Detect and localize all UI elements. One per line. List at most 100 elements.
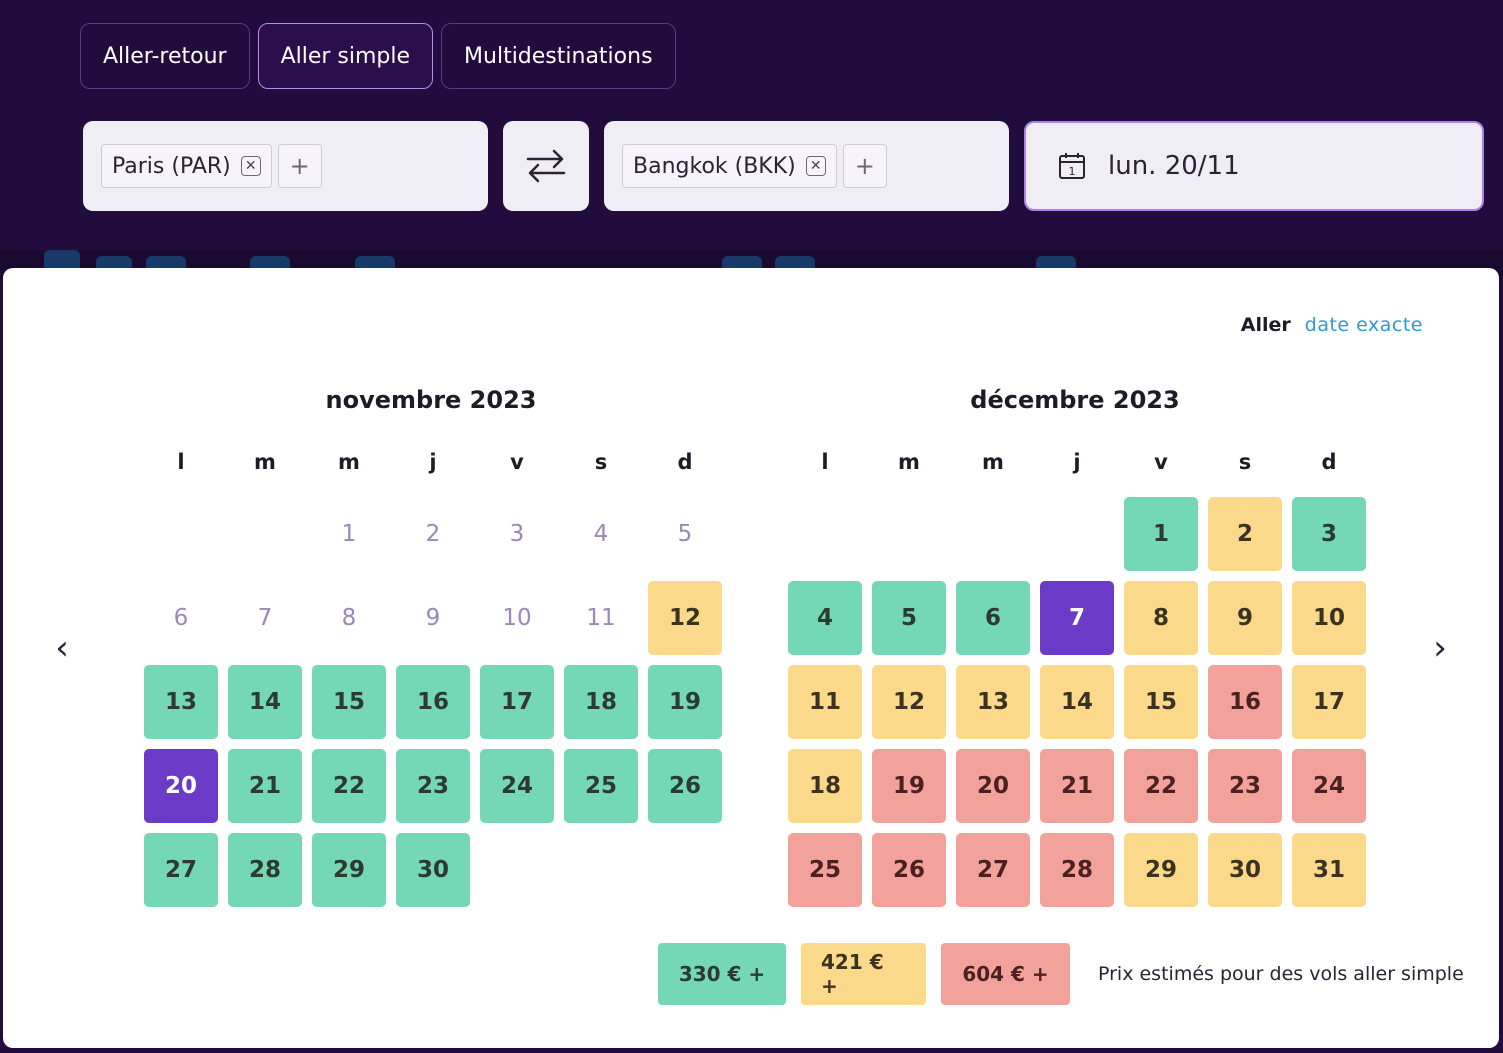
date-mode-row: Aller date exacte [1241, 314, 1423, 336]
day-cell[interactable]: 19 [872, 749, 946, 823]
day-cell[interactable]: 22 [312, 749, 386, 823]
day-cell[interactable]: 22 [1124, 749, 1198, 823]
legend-high-price: 604 € + [941, 943, 1070, 1005]
day-cell[interactable]: 29 [312, 833, 386, 907]
day-cell: 1 [341, 521, 357, 547]
month-title: décembre 2023 [970, 386, 1180, 414]
weekday-label: s [1238, 450, 1252, 474]
day-cell[interactable]: 8 [1124, 581, 1198, 655]
calendar-panel: Aller date exacte ‹ › novembre 2023 l m m j… [3, 268, 1499, 1048]
day-cell[interactable]: 27 [144, 833, 218, 907]
day-cell[interactable]: 31 [1292, 833, 1366, 907]
legend-note: Prix estimés pour des vols aller simple [1098, 963, 1464, 985]
day-cell[interactable]: 15 [312, 665, 386, 739]
day-cell: 7 [257, 605, 273, 631]
day-cell[interactable]: 16 [1208, 665, 1282, 739]
day-cell[interactable]: 14 [1040, 665, 1114, 739]
selected-day-cell[interactable]: 7 [1040, 581, 1114, 655]
empty-cell [228, 497, 302, 571]
day-cell[interactable]: 28 [1040, 833, 1114, 907]
day-cell[interactable]: 15 [1124, 665, 1198, 739]
chevron-right-icon[interactable]: › [1433, 628, 1447, 668]
empty-cell [788, 497, 862, 571]
origin-chip: Paris (PAR) ✕ [101, 144, 272, 188]
day-cell[interactable]: 18 [564, 665, 638, 739]
day-cell: 5 [677, 521, 693, 547]
day-cell[interactable]: 2 [1208, 497, 1282, 571]
tab-aller-simple[interactable]: Aller simple [257, 23, 434, 89]
day-cell[interactable]: 24 [1292, 749, 1366, 823]
weekday-label: s [594, 450, 608, 474]
day-cell[interactable]: 16 [396, 665, 470, 739]
day-cell[interactable]: 28 [228, 833, 302, 907]
legend-low-price: 330 € + [658, 943, 786, 1005]
legend-mid-price: 421 € + [801, 943, 926, 1005]
calendar-icon: 1 [1059, 153, 1085, 179]
day-cell[interactable]: 17 [1292, 665, 1366, 739]
weekday-label: v [510, 450, 524, 474]
calendar-icon-day: 1 [1069, 165, 1076, 178]
swap-button[interactable] [503, 121, 589, 211]
day-cell[interactable]: 25 [788, 833, 862, 907]
day-grid: 1 2 3 4 5 6 7 8 9 10 11 12 13 14 15 16 17 18 19 20 21 22 23 24 2… [139, 492, 723, 912]
day-cell[interactable]: 30 [396, 833, 470, 907]
origin-field[interactable]: Paris (PAR) ✕ + [83, 121, 488, 211]
empty-cell [872, 497, 946, 571]
weekday-label: l [177, 450, 185, 474]
day-cell[interactable]: 1 [1124, 497, 1198, 571]
day-cell[interactable]: 27 [956, 833, 1030, 907]
weekday-label: m [254, 450, 276, 474]
day-cell[interactable]: 23 [396, 749, 470, 823]
day-cell[interactable]: 21 [1040, 749, 1114, 823]
day-cell[interactable]: 5 [872, 581, 946, 655]
day-cell[interactable]: 11 [788, 665, 862, 739]
day-cell: 11 [586, 605, 616, 631]
day-cell[interactable]: 3 [1292, 497, 1366, 571]
day-cell[interactable]: 17 [480, 665, 554, 739]
day-cell: 2 [425, 521, 441, 547]
day-cell[interactable]: 20 [956, 749, 1030, 823]
day-cell[interactable]: 29 [1124, 833, 1198, 907]
day-cell[interactable]: 12 [872, 665, 946, 739]
day-cell: 8 [341, 605, 357, 631]
close-icon[interactable]: ✕ [240, 156, 261, 176]
day-cell[interactable]: 9 [1208, 581, 1282, 655]
day-cell[interactable]: 26 [648, 749, 722, 823]
day-grid: 1 2 3 4 5 6 7 8 9 10 11 12 13 14 15 16 17 18 19 20 21 22 23 24 2… [783, 492, 1367, 912]
destination-chip: Bangkok (BKK) ✕ [622, 144, 837, 188]
weekday-label: d [677, 450, 693, 474]
tab-multidestinations[interactable]: Multidestinations [441, 23, 676, 89]
day-cell[interactable]: 25 [564, 749, 638, 823]
day-cell[interactable]: 13 [144, 665, 218, 739]
day-cell[interactable]: 14 [228, 665, 302, 739]
chevron-left-icon[interactable]: ‹ [55, 628, 69, 668]
trip-type-tabs: Aller-retour Aller simple Multidestinati… [80, 23, 676, 89]
add-destination-button[interactable]: + [842, 144, 887, 188]
day-cell[interactable]: 19 [648, 665, 722, 739]
weekday-label: l [821, 450, 829, 474]
day-cell[interactable]: 10 [1292, 581, 1366, 655]
close-icon[interactable]: ✕ [805, 156, 826, 176]
day-cell[interactable]: 23 [1208, 749, 1282, 823]
day-cell[interactable]: 12 [648, 581, 722, 655]
origin-chip-label: Paris (PAR) [112, 153, 231, 179]
date-field[interactable]: 1 lun. 20/11 [1024, 121, 1484, 211]
day-cell[interactable]: 26 [872, 833, 946, 907]
weekday-label: m [982, 450, 1004, 474]
add-origin-button[interactable]: + [277, 144, 322, 188]
day-cell[interactable]: 18 [788, 749, 862, 823]
tab-aller-retour[interactable]: Aller-retour [80, 23, 250, 89]
selected-day-cell[interactable]: 20 [144, 749, 218, 823]
exact-date-link[interactable]: date exacte [1304, 314, 1423, 336]
day-cell[interactable]: 13 [956, 665, 1030, 739]
destination-field[interactable]: Bangkok (BKK) ✕ + [604, 121, 1009, 211]
day-cell[interactable]: 24 [480, 749, 554, 823]
day-cell[interactable]: 4 [788, 581, 862, 655]
day-cell[interactable]: 21 [228, 749, 302, 823]
day-cell[interactable]: 30 [1208, 833, 1282, 907]
empty-cell [956, 497, 1030, 571]
day-cell[interactable]: 6 [956, 581, 1030, 655]
